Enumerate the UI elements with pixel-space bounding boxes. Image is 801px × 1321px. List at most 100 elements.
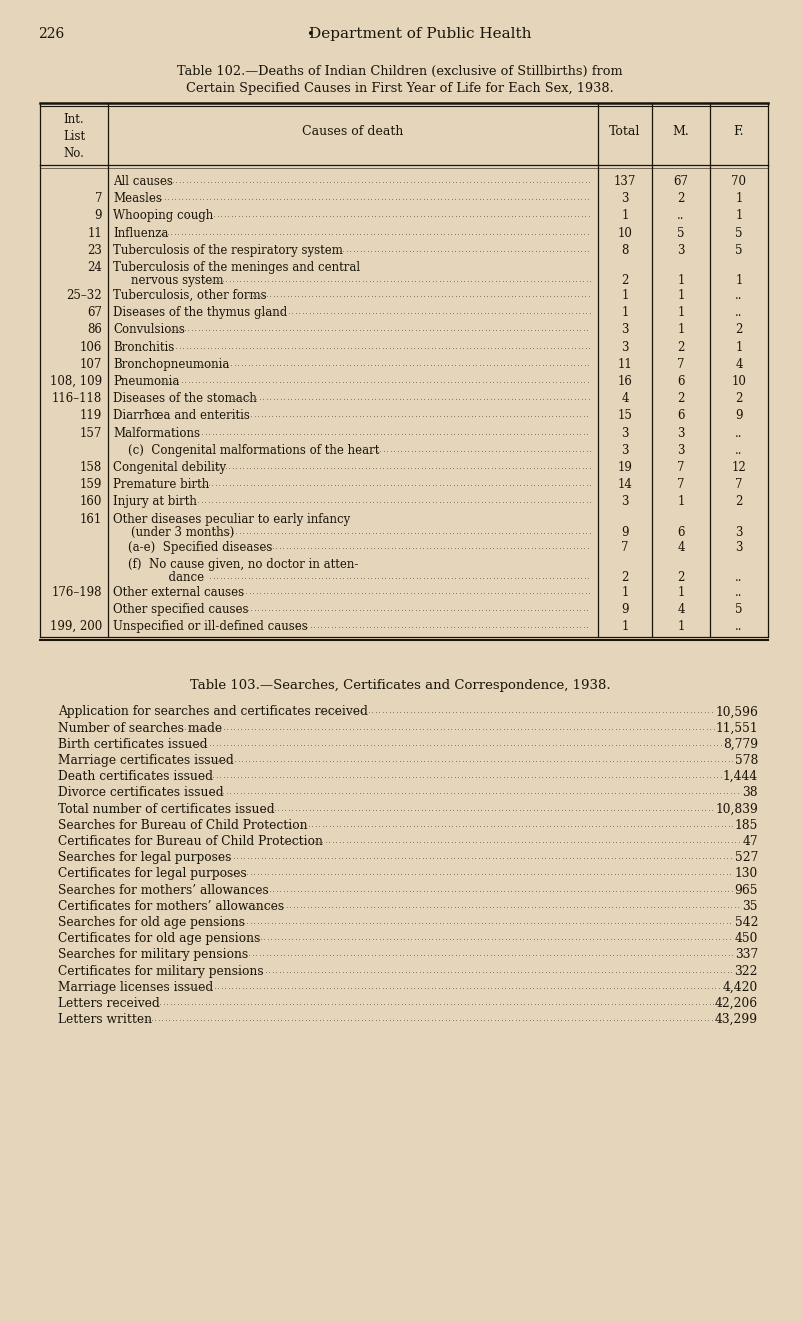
Text: 23: 23: [87, 244, 102, 256]
Text: Number of searches made: Number of searches made: [58, 721, 222, 734]
Text: 2: 2: [622, 273, 629, 287]
Text: Int.
List
No.: Int. List No.: [63, 114, 85, 160]
Text: 1: 1: [678, 306, 685, 320]
Text: Diseases of the thymus gland: Diseases of the thymus gland: [113, 306, 288, 320]
Text: 226: 226: [38, 26, 64, 41]
Text: 108, 109: 108, 109: [50, 375, 102, 388]
Text: 159: 159: [79, 478, 102, 491]
Text: (under 3 months): (under 3 months): [131, 526, 234, 539]
Text: Bronchitis: Bronchitis: [113, 341, 175, 354]
Text: 1: 1: [678, 324, 685, 337]
Text: Other specified causes: Other specified causes: [113, 602, 248, 616]
Text: 1: 1: [622, 210, 629, 222]
Text: Death certificates issued: Death certificates issued: [58, 770, 213, 783]
Text: 9: 9: [622, 526, 629, 539]
Text: 7: 7: [95, 192, 102, 205]
Text: 1: 1: [735, 210, 743, 222]
Text: 3: 3: [678, 244, 685, 256]
Text: Other external causes: Other external causes: [113, 585, 244, 598]
Text: Certificates for military pensions: Certificates for military pensions: [58, 964, 264, 978]
Text: 130: 130: [735, 868, 758, 880]
Text: 5: 5: [735, 227, 743, 239]
Text: 527: 527: [735, 851, 758, 864]
Text: Certificates for Bureau of Child Protection: Certificates for Bureau of Child Protect…: [58, 835, 323, 848]
Text: 3: 3: [622, 495, 629, 509]
Text: Searches for legal purposes: Searches for legal purposes: [58, 851, 231, 864]
Text: Table 103.—Searches, Certificates and Correspondence, 1938.: Table 103.—Searches, Certificates and Co…: [190, 679, 610, 692]
Text: 1: 1: [735, 192, 743, 205]
Text: 1: 1: [678, 585, 685, 598]
Text: Certificates for legal purposes: Certificates for legal purposes: [58, 868, 247, 880]
Text: 3: 3: [622, 192, 629, 205]
Text: 14: 14: [618, 478, 633, 491]
Text: ..: ..: [735, 444, 743, 457]
Text: 4,420: 4,420: [723, 980, 758, 993]
Text: 10,596: 10,596: [715, 705, 758, 719]
Text: 965: 965: [735, 884, 758, 897]
Text: 161: 161: [80, 513, 102, 526]
Text: 2: 2: [735, 324, 743, 337]
Text: 2: 2: [622, 571, 629, 584]
Text: 1: 1: [622, 306, 629, 320]
Text: Tuberculosis of the meninges and central: Tuberculosis of the meninges and central: [113, 262, 360, 273]
Text: 1: 1: [735, 341, 743, 354]
Text: 185: 185: [735, 819, 758, 832]
Text: 7: 7: [678, 478, 685, 491]
Text: 157: 157: [79, 427, 102, 440]
Text: 119: 119: [80, 410, 102, 423]
Text: Department of Public Health: Department of Public Health: [308, 26, 531, 41]
Text: 542: 542: [735, 915, 758, 929]
Text: 3: 3: [622, 427, 629, 440]
Text: 4: 4: [622, 392, 629, 406]
Text: 1: 1: [622, 289, 629, 303]
Text: 1: 1: [678, 620, 685, 633]
Text: Tuberculosis, other forms: Tuberculosis, other forms: [113, 289, 267, 303]
Text: Premature birth: Premature birth: [113, 478, 209, 491]
Text: 1,444: 1,444: [723, 770, 758, 783]
Text: Marriage certificates issued: Marriage certificates issued: [58, 754, 234, 768]
Text: Searches for military pensions: Searches for military pensions: [58, 948, 248, 962]
Text: 70: 70: [731, 174, 747, 188]
Text: Searches for mothers’ allowances: Searches for mothers’ allowances: [58, 884, 269, 897]
Text: Malformations: Malformations: [113, 427, 200, 440]
Text: Whooping cough: Whooping cough: [113, 210, 213, 222]
Text: 4: 4: [735, 358, 743, 371]
Text: 3: 3: [735, 540, 743, 553]
Text: Birth certificates issued: Birth certificates issued: [58, 738, 207, 750]
Text: 1: 1: [622, 585, 629, 598]
Text: 3: 3: [622, 444, 629, 457]
Text: 176–198: 176–198: [51, 585, 102, 598]
Text: 1: 1: [678, 273, 685, 287]
Text: Other diseases peculiar to early infancy: Other diseases peculiar to early infancy: [113, 513, 350, 526]
Text: 1: 1: [622, 620, 629, 633]
Text: Searches for Bureau of Child Protection: Searches for Bureau of Child Protection: [58, 819, 308, 832]
Text: 35: 35: [743, 900, 758, 913]
Text: ..: ..: [735, 571, 743, 584]
Text: 42,206: 42,206: [714, 997, 758, 1011]
Text: 1: 1: [678, 289, 685, 303]
Text: 5: 5: [735, 602, 743, 616]
Text: 9: 9: [622, 602, 629, 616]
Text: 3: 3: [622, 341, 629, 354]
Text: 11: 11: [87, 227, 102, 239]
Text: Searches for old age pensions: Searches for old age pensions: [58, 915, 245, 929]
Text: Letters received: Letters received: [58, 997, 159, 1011]
Text: dance: dance: [131, 571, 204, 584]
Text: 116–118: 116–118: [52, 392, 102, 406]
Text: 1: 1: [678, 495, 685, 509]
Text: 3: 3: [678, 427, 685, 440]
Text: Total: Total: [610, 125, 641, 137]
Text: Diarrħœa and enteritis: Diarrħœa and enteritis: [113, 410, 250, 423]
Text: 450: 450: [735, 933, 758, 946]
Text: 4: 4: [678, 540, 685, 553]
Text: ..: ..: [735, 306, 743, 320]
Text: 19: 19: [618, 461, 633, 474]
Text: 4: 4: [678, 602, 685, 616]
Text: 5: 5: [678, 227, 685, 239]
Text: 10: 10: [731, 375, 747, 388]
Text: 10: 10: [618, 227, 633, 239]
Text: 11,551: 11,551: [715, 721, 758, 734]
Text: 7: 7: [678, 358, 685, 371]
Text: 25–32: 25–32: [66, 289, 102, 303]
Text: 578: 578: [735, 754, 758, 768]
